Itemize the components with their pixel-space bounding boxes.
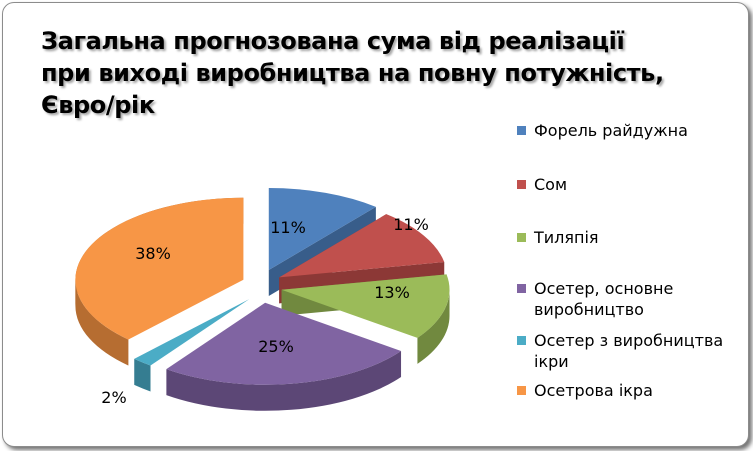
chart-title-line-2: при виході виробництва на повну потужніс… bbox=[41, 59, 664, 87]
chart-title-line-1: Загальна прогнозована сума від реалізаці… bbox=[41, 27, 625, 55]
chart-title: Загальна прогнозована сума від реалізаці… bbox=[41, 25, 681, 121]
legend-item-sturgeon-caviar-prod: Осетер з виробництва ікри bbox=[517, 330, 742, 372]
legend-swatch-sturgeon-caviar-prod bbox=[517, 336, 526, 345]
legend-label-sturgeon-caviar-prod: Осетер з виробництва ікри bbox=[534, 331, 724, 371]
pie-slice-top-sturgeon-caviar bbox=[75, 197, 244, 340]
legend-item-tilapia: Тиляпія bbox=[517, 227, 599, 248]
legend-item-trout: Форель райдужна bbox=[517, 120, 688, 141]
data-label-tilapia: 13% bbox=[374, 283, 410, 302]
legend-label-sturgeon-main: Осетер, основне виробництво bbox=[534, 279, 674, 319]
pie-slice-sturgeon-caviar-prod bbox=[134, 299, 250, 392]
chart-title-line-3: Євро/рік bbox=[41, 91, 155, 119]
legend-swatch-sturgeon-main bbox=[517, 284, 526, 293]
legend-swatch-tilapia bbox=[517, 233, 526, 242]
pie-slice-tilapia bbox=[281, 274, 450, 364]
pie-slice-sturgeon-main bbox=[166, 302, 402, 411]
legend-label-trout: Форель райдужна bbox=[534, 121, 688, 140]
data-label-sturgeon-main: 25% bbox=[258, 337, 294, 356]
pie-slice-side-sturgeon-main bbox=[166, 350, 402, 411]
pie-slice-top-trout bbox=[268, 188, 376, 271]
data-label-sturgeon-caviar-prod: 2% bbox=[101, 388, 126, 407]
legend-item-catfish: Сом bbox=[517, 174, 567, 195]
pie-slice-side-sturgeon-caviar-prod bbox=[134, 358, 151, 392]
pie-slice-top-sturgeon-main bbox=[166, 302, 402, 385]
data-label-sturgeon-caviar: 38% bbox=[135, 244, 171, 263]
legend-swatch-trout bbox=[517, 126, 526, 135]
data-label-catfish: 11% bbox=[393, 215, 429, 234]
data-label-trout: 11% bbox=[270, 218, 306, 237]
legend-label-tilapia: Тиляпія bbox=[534, 228, 599, 247]
pie-slice-top-tilapia bbox=[281, 274, 450, 338]
legend-swatch-sturgeon-caviar bbox=[517, 386, 526, 395]
legend-swatch-catfish bbox=[517, 180, 526, 189]
pie-slice-sturgeon-caviar bbox=[75, 197, 244, 366]
legend-item-sturgeon-main: Осетер, основне виробництво bbox=[517, 278, 742, 320]
legend-item-sturgeon-caviar: Осетрова ікра bbox=[517, 380, 653, 401]
legend-label-catfish: Сом bbox=[534, 175, 568, 194]
pie-slice-side-sturgeon-caviar bbox=[75, 279, 129, 366]
pie-slice-side-tilapia bbox=[417, 289, 450, 364]
legend-label-sturgeon-caviar: Осетрова ікра bbox=[534, 381, 653, 400]
pie-slice-top-catfish bbox=[279, 214, 445, 278]
pie-slice-top-sturgeon-caviar-prod bbox=[134, 299, 250, 366]
